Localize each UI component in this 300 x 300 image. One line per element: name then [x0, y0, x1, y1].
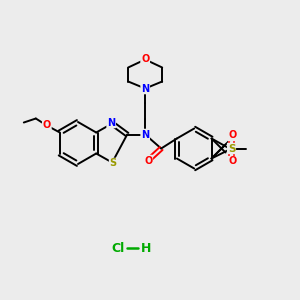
- Text: N: N: [141, 130, 149, 140]
- Text: O: O: [228, 130, 237, 140]
- Text: H: H: [141, 242, 151, 254]
- Text: S: S: [110, 158, 117, 169]
- Text: O: O: [144, 155, 152, 166]
- Text: S: S: [228, 143, 235, 154]
- Text: O: O: [43, 121, 51, 130]
- Text: N: N: [107, 118, 115, 128]
- Text: O: O: [141, 55, 149, 64]
- Text: O: O: [228, 157, 237, 166]
- Text: N: N: [141, 83, 149, 94]
- Text: Cl: Cl: [111, 242, 124, 254]
